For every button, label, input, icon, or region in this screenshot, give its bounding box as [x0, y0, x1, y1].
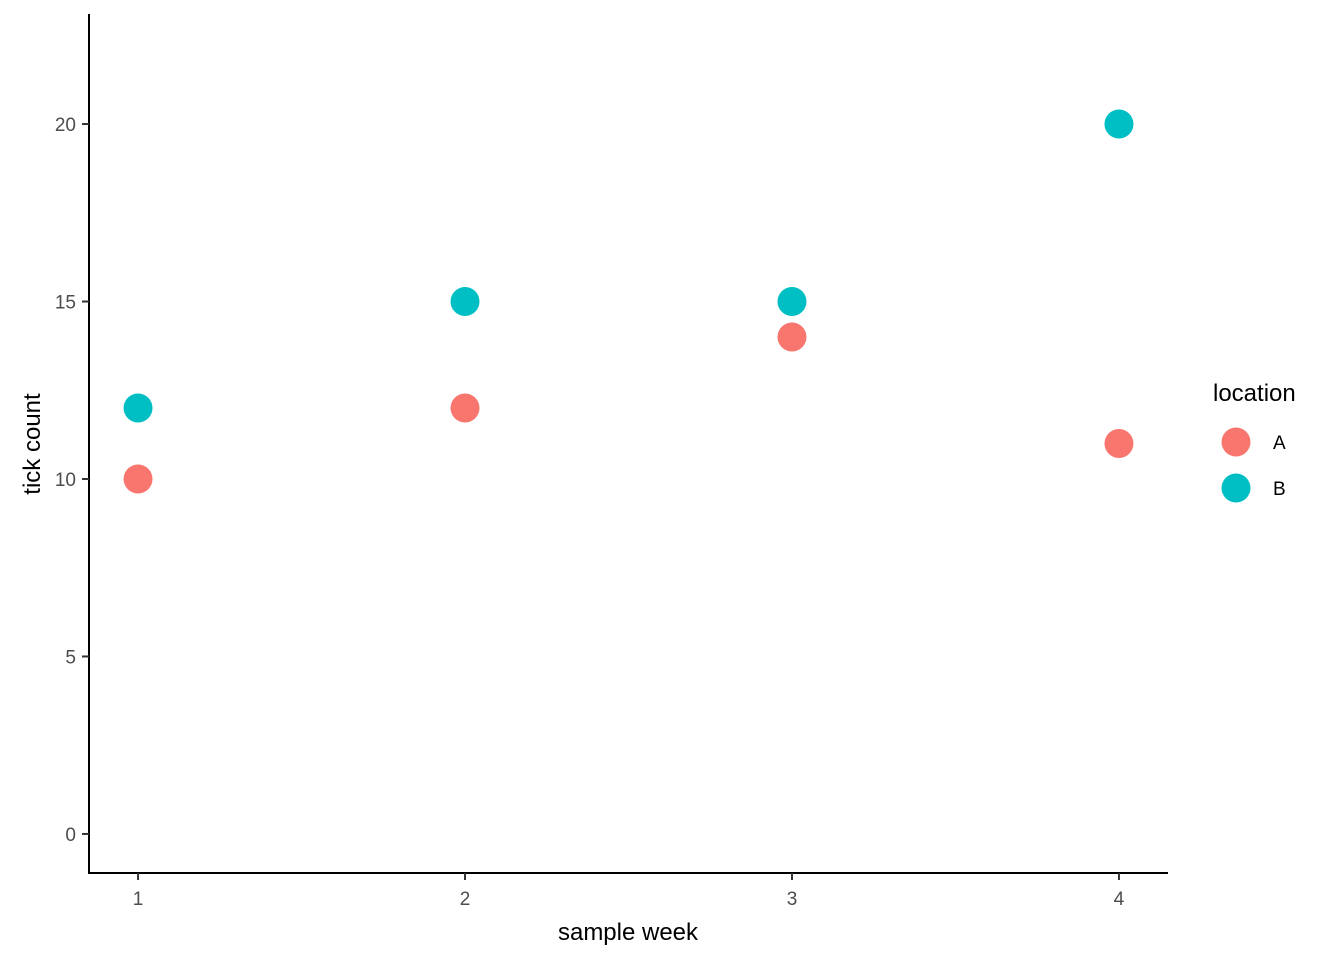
data-point-A [450, 393, 480, 423]
ticks-layer: 1 2 3 4 0 5 10 15 20 [55, 115, 1125, 910]
data-point-A [777, 322, 807, 352]
legend-label-A: A [1273, 433, 1286, 454]
data-point-B [777, 287, 807, 317]
y-tick-label: 0 [65, 825, 76, 846]
data-point-A [123, 464, 153, 494]
y-axis-title: tick count [19, 393, 46, 495]
data-point-B [1104, 109, 1134, 139]
y-tick-label: 15 [55, 293, 76, 314]
x-tick-label: 4 [1114, 889, 1125, 910]
data-point-B [123, 393, 153, 423]
y-tick-label: 20 [55, 115, 76, 136]
x-tick-label: 3 [787, 889, 798, 910]
points-layer [123, 109, 1134, 494]
axes-layer [88, 14, 1168, 874]
x-tick-label: 1 [133, 889, 144, 910]
y-tick-label: 5 [65, 647, 76, 668]
x-tick-label: 2 [460, 889, 471, 910]
legend: location AB [1213, 380, 1296, 503]
legend-key-A [1221, 427, 1251, 457]
x-axis-title: sample week [558, 919, 699, 946]
data-point-A [1104, 429, 1134, 458]
legend-title: location [1213, 380, 1296, 407]
legend-key-B [1221, 473, 1251, 503]
data-point-B [450, 287, 480, 317]
legend-items: AB [1221, 427, 1286, 503]
y-tick-label: 10 [55, 470, 76, 491]
legend-label-B: B [1273, 479, 1286, 500]
